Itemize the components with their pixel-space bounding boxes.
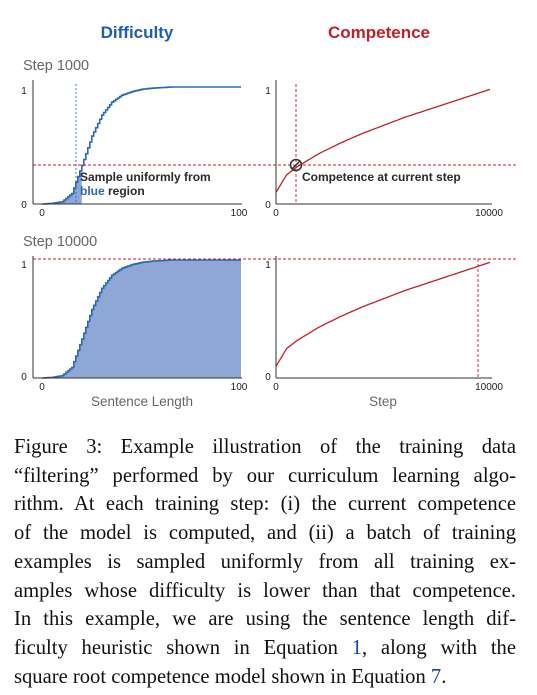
sample-annotation-line1: Sample uniformly from — [80, 170, 211, 184]
competence-curve — [275, 261, 491, 367]
panel-difficulty-step-10000: 1 0 0 100 Sentence Length — [21, 256, 517, 409]
competence-xlabel: Step — [369, 394, 397, 409]
competence-title: Competence — [328, 23, 430, 42]
y-tick-0: 0 — [265, 200, 271, 211]
x-tick-0: 0 — [273, 208, 279, 219]
figure-canvas: Difficulty Competence Step 1000 Step 100… — [21, 23, 517, 409]
step-label-row2: Step 10000 — [23, 234, 97, 250]
x-tick-0: 0 — [39, 382, 45, 393]
panel-competence-step-1000: 1 0 0 10000 Competence at current step — [265, 80, 503, 219]
y-tick-0: 0 — [21, 372, 27, 383]
y-tick-0: 0 — [21, 200, 27, 211]
difficulty-xlabel: Sentence Length — [91, 394, 193, 409]
difficulty-title: Difficulty — [101, 23, 174, 42]
current-competence-marker — [289, 158, 303, 172]
caption-line: In this example, we are using the senten… — [14, 608, 516, 631]
y-tick-1: 1 — [265, 260, 271, 271]
x-tick-100: 100 — [231, 208, 248, 219]
difficulty-cdf-line — [42, 86, 241, 205]
y-tick-0: 0 — [265, 372, 271, 383]
x-tick-100: 100 — [231, 382, 248, 393]
equation-ref-link[interactable]: 7 — [430, 665, 442, 688]
caption-line: square root competence model shown in Eq… — [14, 665, 447, 688]
caption-line: examples is sampled uniformly from all t… — [14, 550, 516, 573]
panel-difficulty-step-1000: 1 0 0 100 Sample uniformly from blue reg… — [21, 80, 517, 219]
sample-annotation-line2: blue region — [80, 184, 145, 198]
y-tick-1: 1 — [21, 260, 27, 271]
shaded-region — [42, 260, 241, 378]
caption-line: of the model is computed, and (ii) a bat… — [14, 522, 516, 545]
x-tick-10000: 10000 — [475, 382, 503, 393]
competence-curve — [275, 88, 491, 193]
caption-line: “filtering” performed by our curriculum … — [14, 464, 516, 487]
y-tick-1: 1 — [21, 86, 27, 97]
caption-line: ficulty heuristic shown in Equation 1, a… — [14, 636, 516, 659]
x-tick-0: 0 — [273, 382, 279, 393]
caption-line: amples whose difficulty is lower than th… — [14, 579, 516, 602]
equation-ref-link[interactable]: 1 — [351, 636, 362, 659]
step-label-row1: Step 1000 — [23, 58, 89, 74]
panel-competence-step-10000: 1 0 0 10000 Step — [265, 256, 503, 409]
x-tick-10000: 10000 — [475, 208, 503, 219]
x-tick-0: 0 — [39, 208, 45, 219]
caption-line: Figure 3: Example illustration of the tr… — [14, 436, 516, 458]
current-competence-marker-slash — [291, 160, 301, 170]
y-tick-1: 1 — [265, 86, 271, 97]
caption-line: rithm. At each training step: (i) the cu… — [14, 493, 516, 516]
difficulty-cdf-line — [42, 259, 241, 379]
figure-caption: Figure 3: Example illustration of the tr… — [14, 433, 516, 691]
competence-annotation: Competence at current step — [302, 170, 461, 184]
